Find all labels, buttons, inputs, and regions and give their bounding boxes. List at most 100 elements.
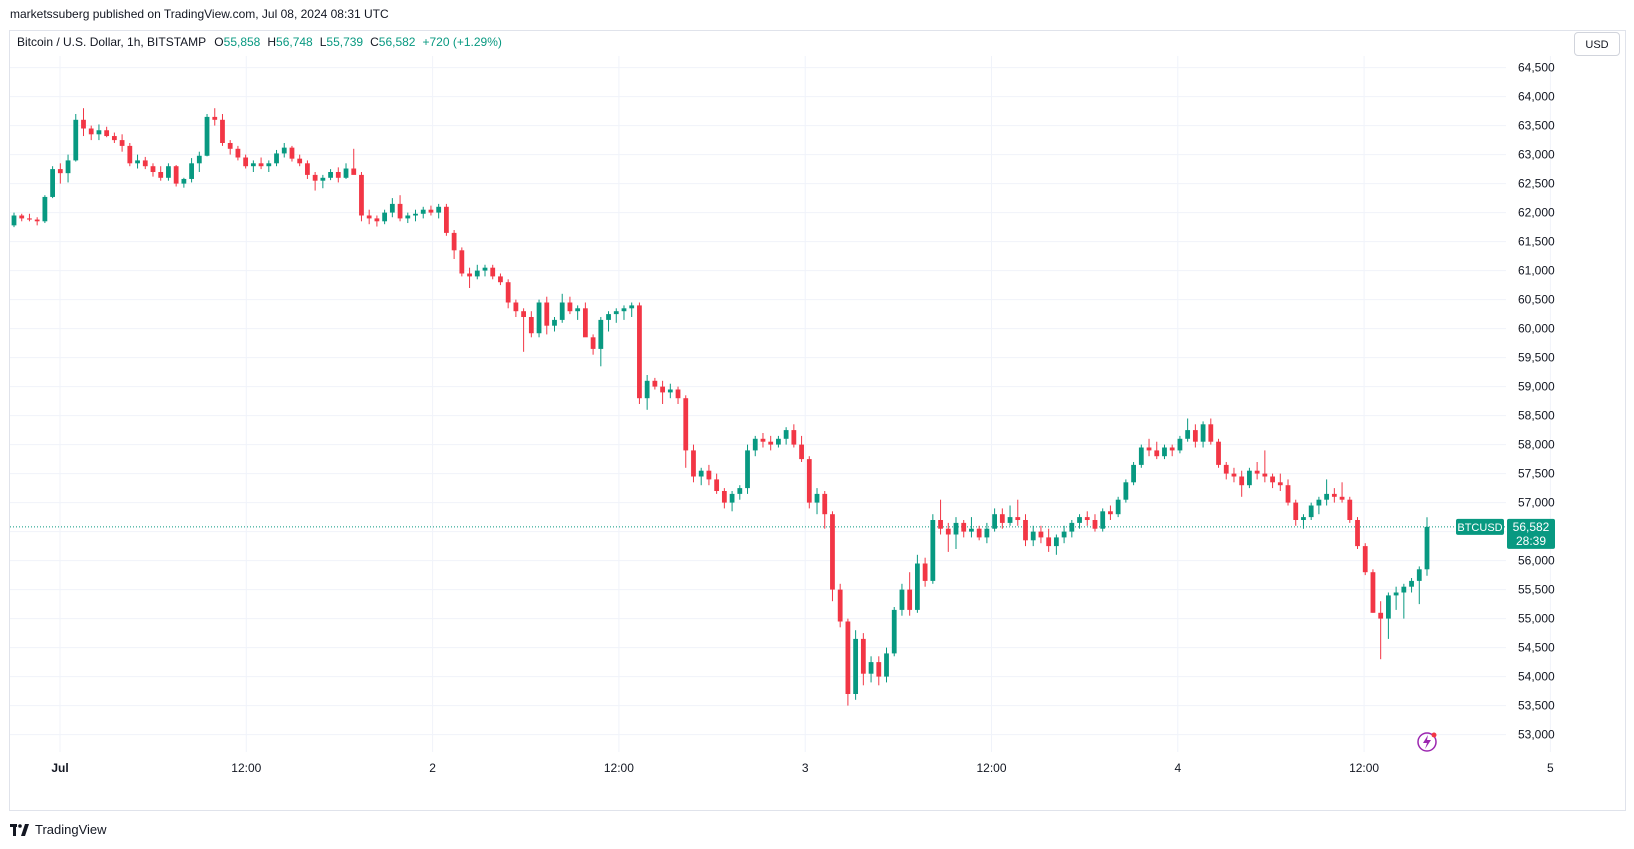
- candle-down: [999, 508, 1005, 529]
- candle-body: [405, 215, 411, 219]
- candle-body: [698, 470, 704, 477]
- candle-body: [1177, 438, 1183, 451]
- candle-up: [606, 311, 611, 332]
- candle-up: [598, 317, 604, 367]
- candle-down: [675, 386, 681, 404]
- lightning-icon-ring: [1417, 732, 1437, 752]
- candle-up: [420, 206, 426, 219]
- y-tick-label: 60,000: [1518, 322, 1555, 336]
- candle-body: [521, 311, 527, 317]
- candle-body: [938, 520, 943, 529]
- candle-body: [73, 119, 79, 161]
- candle-up: [1416, 566, 1422, 605]
- candle-body: [791, 430, 797, 445]
- symbol-header: Bitcoin / U.S. Dollar, 1h, BITSTAMP O55,…: [17, 35, 502, 49]
- candle-body: [173, 166, 179, 184]
- candle-body: [150, 166, 156, 172]
- candle-up: [667, 383, 673, 399]
- candle-body: [65, 160, 71, 174]
- candle-body: [289, 147, 295, 159]
- candle-body: [119, 140, 125, 146]
- candle-body: [158, 172, 164, 178]
- candle-body: [598, 319, 604, 349]
- candle-body: [50, 169, 56, 197]
- candle-body: [1162, 447, 1167, 457]
- candle-body: [984, 528, 990, 538]
- candle-body: [644, 380, 650, 399]
- candle-body: [961, 522, 967, 532]
- candle-body: [845, 621, 851, 694]
- candle-down: [938, 499, 943, 535]
- candle-body: [868, 662, 874, 674]
- candle-down: [706, 464, 712, 486]
- candle-body: [745, 450, 750, 489]
- y-tick-label: 59,500: [1518, 351, 1555, 365]
- candle-body: [1007, 517, 1013, 523]
- candle-down: [1092, 514, 1098, 532]
- y-tick-label: 53,500: [1518, 699, 1555, 713]
- candle-down: [922, 557, 928, 587]
- candle-up: [189, 158, 194, 183]
- candle-body: [776, 438, 781, 445]
- candle-up: [73, 114, 79, 162]
- close-value: 56,582: [378, 35, 416, 49]
- candle-up: [1200, 421, 1206, 448]
- candle-up: [644, 375, 650, 410]
- candle-down: [1293, 499, 1299, 526]
- y-tick-label: 59,000: [1518, 380, 1555, 394]
- candle-down: [142, 156, 148, 170]
- candle-up: [868, 656, 874, 683]
- candle-down: [1208, 418, 1214, 445]
- brand-label: TradingView: [35, 822, 107, 837]
- candle-down: [1154, 441, 1160, 460]
- x-tick-label: 2: [429, 761, 436, 775]
- candle-body: [891, 609, 897, 654]
- candle-body: [1347, 499, 1353, 520]
- candle-body: [1015, 517, 1021, 520]
- candle-down: [1277, 473, 1283, 491]
- candle-down: [683, 395, 689, 468]
- x-tick-label: 12:00: [1349, 761, 1379, 775]
- currency-button[interactable]: USD: [1574, 32, 1620, 56]
- candle-up: [884, 647, 889, 683]
- candle-up: [629, 302, 635, 317]
- candle-body: [876, 662, 882, 677]
- candle-body: [992, 514, 998, 529]
- candle-body: [1223, 464, 1229, 474]
- candle-body: [397, 203, 403, 219]
- candle-down: [1285, 479, 1291, 506]
- candle-body: [1324, 493, 1330, 500]
- candle-body: [1401, 586, 1407, 593]
- candle-down: [243, 154, 249, 169]
- candle-up: [389, 198, 395, 218]
- y-tick-label: 63,500: [1518, 119, 1555, 133]
- y-tick-label: 64,000: [1518, 90, 1555, 104]
- candle-body: [1038, 531, 1044, 538]
- candle-up: [1385, 592, 1391, 639]
- candle-down: [1362, 543, 1368, 576]
- candle-up: [250, 160, 256, 172]
- change-value: +720 (+1.29%): [422, 35, 502, 49]
- candle-body: [482, 267, 488, 271]
- x-tick-label: 12:00: [976, 761, 1006, 775]
- chart-frame: [9, 30, 1626, 811]
- candle-body: [1378, 612, 1384, 619]
- tradingview-branding[interactable]: TradingView: [10, 822, 107, 837]
- candle-body: [34, 219, 40, 222]
- candle-up: [891, 607, 897, 657]
- candle-up: [328, 169, 333, 181]
- candle-body: [459, 250, 465, 274]
- candle-body: [667, 389, 673, 393]
- candle-up: [42, 195, 48, 224]
- candle-body: [1339, 496, 1345, 500]
- candle-down: [845, 618, 851, 706]
- candle-up: [1115, 496, 1121, 518]
- candle-body: [505, 282, 511, 303]
- candle-down: [359, 172, 364, 222]
- candle-up: [413, 209, 418, 222]
- candle-body: [274, 153, 279, 164]
- candle-body: [1084, 517, 1090, 520]
- candle-down: [1370, 569, 1376, 613]
